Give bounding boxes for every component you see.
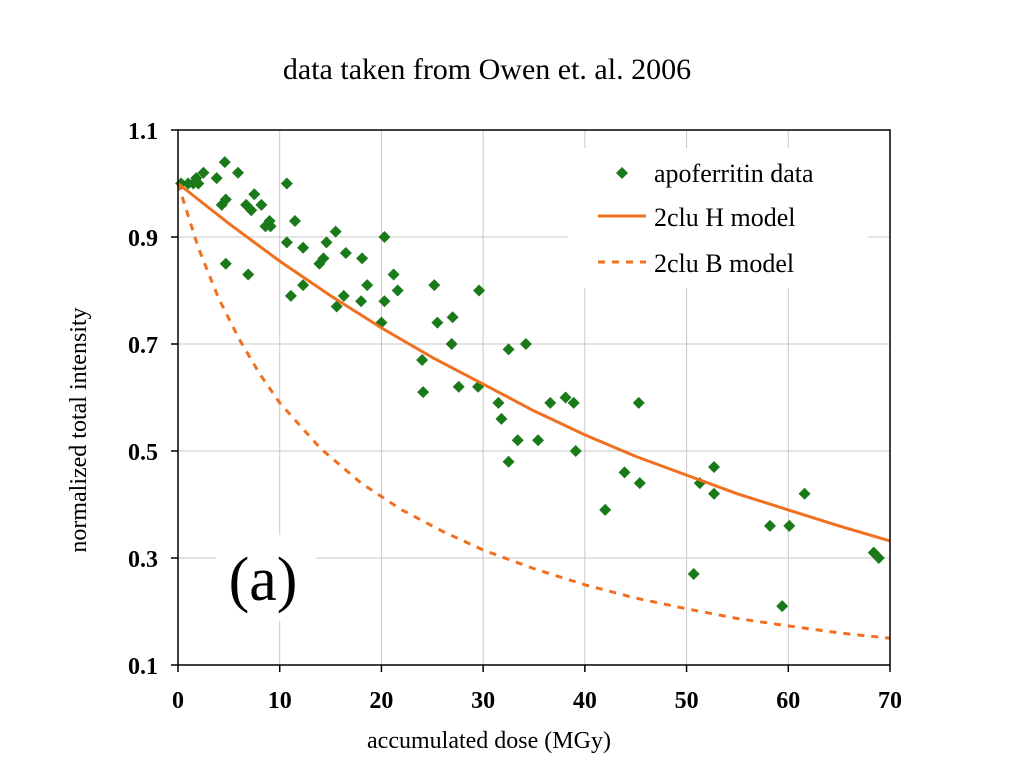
data-point [355, 295, 368, 308]
data-point [618, 466, 631, 479]
data-point [763, 519, 776, 532]
data-point [317, 252, 330, 265]
y-tick-label: 0.9 [128, 226, 158, 252]
x-tick-label: 60 [776, 688, 800, 714]
y-axis-title: normalized total intensity [66, 307, 92, 552]
x-tick-label: 10 [268, 688, 292, 714]
data-point [288, 214, 301, 227]
legend: apoferritin data 2clu H model 2clu B model [568, 148, 868, 288]
data-point [242, 268, 255, 281]
data-point [339, 247, 352, 260]
data-point [391, 284, 404, 297]
plot-frame [177, 129, 891, 666]
data-point [356, 252, 369, 265]
model-h-line [177, 182, 891, 543]
data-point [416, 354, 429, 367]
data-point [219, 257, 232, 270]
x-axis-title: accumulated dose (MGy) [367, 728, 611, 754]
data-point [297, 279, 310, 292]
data-point [502, 343, 515, 356]
data-point [776, 600, 789, 613]
y-tick-label: 1.1 [128, 119, 158, 145]
data-point [599, 503, 612, 516]
data-point [783, 519, 796, 532]
data-point [297, 241, 310, 254]
data-point [708, 487, 721, 500]
y-tick-label: 0.5 [128, 440, 158, 466]
axes [171, 129, 891, 672]
data-point [445, 338, 458, 350]
data-point [708, 461, 721, 474]
data-point [519, 338, 532, 350]
data-point [452, 380, 465, 393]
data-point [633, 477, 646, 490]
data-point [473, 284, 486, 297]
data-point [428, 279, 441, 292]
data-point [219, 193, 232, 206]
data-point [232, 166, 245, 179]
data-point [492, 396, 505, 409]
panel-label-box: (a) [216, 535, 316, 621]
data-point [569, 445, 582, 457]
x-tick-label: 20 [369, 688, 393, 714]
data-point [544, 396, 557, 409]
data-point [248, 188, 261, 201]
data-point [511, 434, 524, 447]
data-point [210, 172, 223, 185]
data-point [255, 198, 268, 211]
series-1 [177, 182, 891, 543]
data-point [197, 166, 210, 179]
x-tick-label: 30 [471, 688, 495, 714]
y-tick-label: 0.7 [128, 333, 158, 359]
data-point [330, 300, 343, 313]
legend-label: 2clu H model [654, 203, 796, 232]
data-point [872, 552, 885, 564]
x-tick-label: 50 [675, 688, 699, 714]
x-tick-label: 0 [172, 688, 184, 714]
panel-label: (a) [229, 546, 298, 614]
data-point [387, 268, 400, 281]
data-point [192, 177, 205, 190]
tick-labels: 0 10 20 30 40 50 60 70 0.1 0.3 0.5 0.7 0.9 1.1 [128, 119, 902, 714]
data-point [378, 231, 391, 243]
y-tick-label: 0.3 [128, 547, 158, 573]
chart-title: data taken from Owen et. al. 2006 [283, 53, 691, 86]
data-point [502, 455, 515, 468]
data-point [280, 236, 293, 249]
data-point [361, 279, 374, 292]
data-point [284, 289, 297, 302]
data-point [378, 295, 391, 308]
legend-label: apoferritin data [654, 159, 814, 188]
x-tick-label: 40 [573, 688, 597, 714]
model-b-line [176, 183, 891, 640]
legend-marker-diamond [616, 167, 628, 179]
data-point [264, 220, 277, 233]
data-point [687, 568, 700, 581]
data-point [218, 156, 231, 169]
x-tick-label: 70 [878, 688, 902, 714]
y-tick-label: 0.1 [128, 654, 158, 680]
data-point [798, 487, 811, 500]
data-point [245, 204, 258, 217]
data-point [446, 311, 459, 324]
data-point [431, 316, 444, 329]
legend-label: 2clu B model [654, 249, 794, 278]
series-2 [176, 183, 891, 640]
data-point [532, 434, 545, 447]
data-point [567, 396, 580, 409]
data-point [417, 386, 430, 399]
data-point [329, 225, 342, 238]
data-point [495, 412, 508, 425]
data-point [559, 391, 572, 404]
data-point [320, 236, 333, 249]
data-point [280, 177, 293, 190]
data-point [632, 396, 645, 409]
data-point [337, 289, 350, 302]
